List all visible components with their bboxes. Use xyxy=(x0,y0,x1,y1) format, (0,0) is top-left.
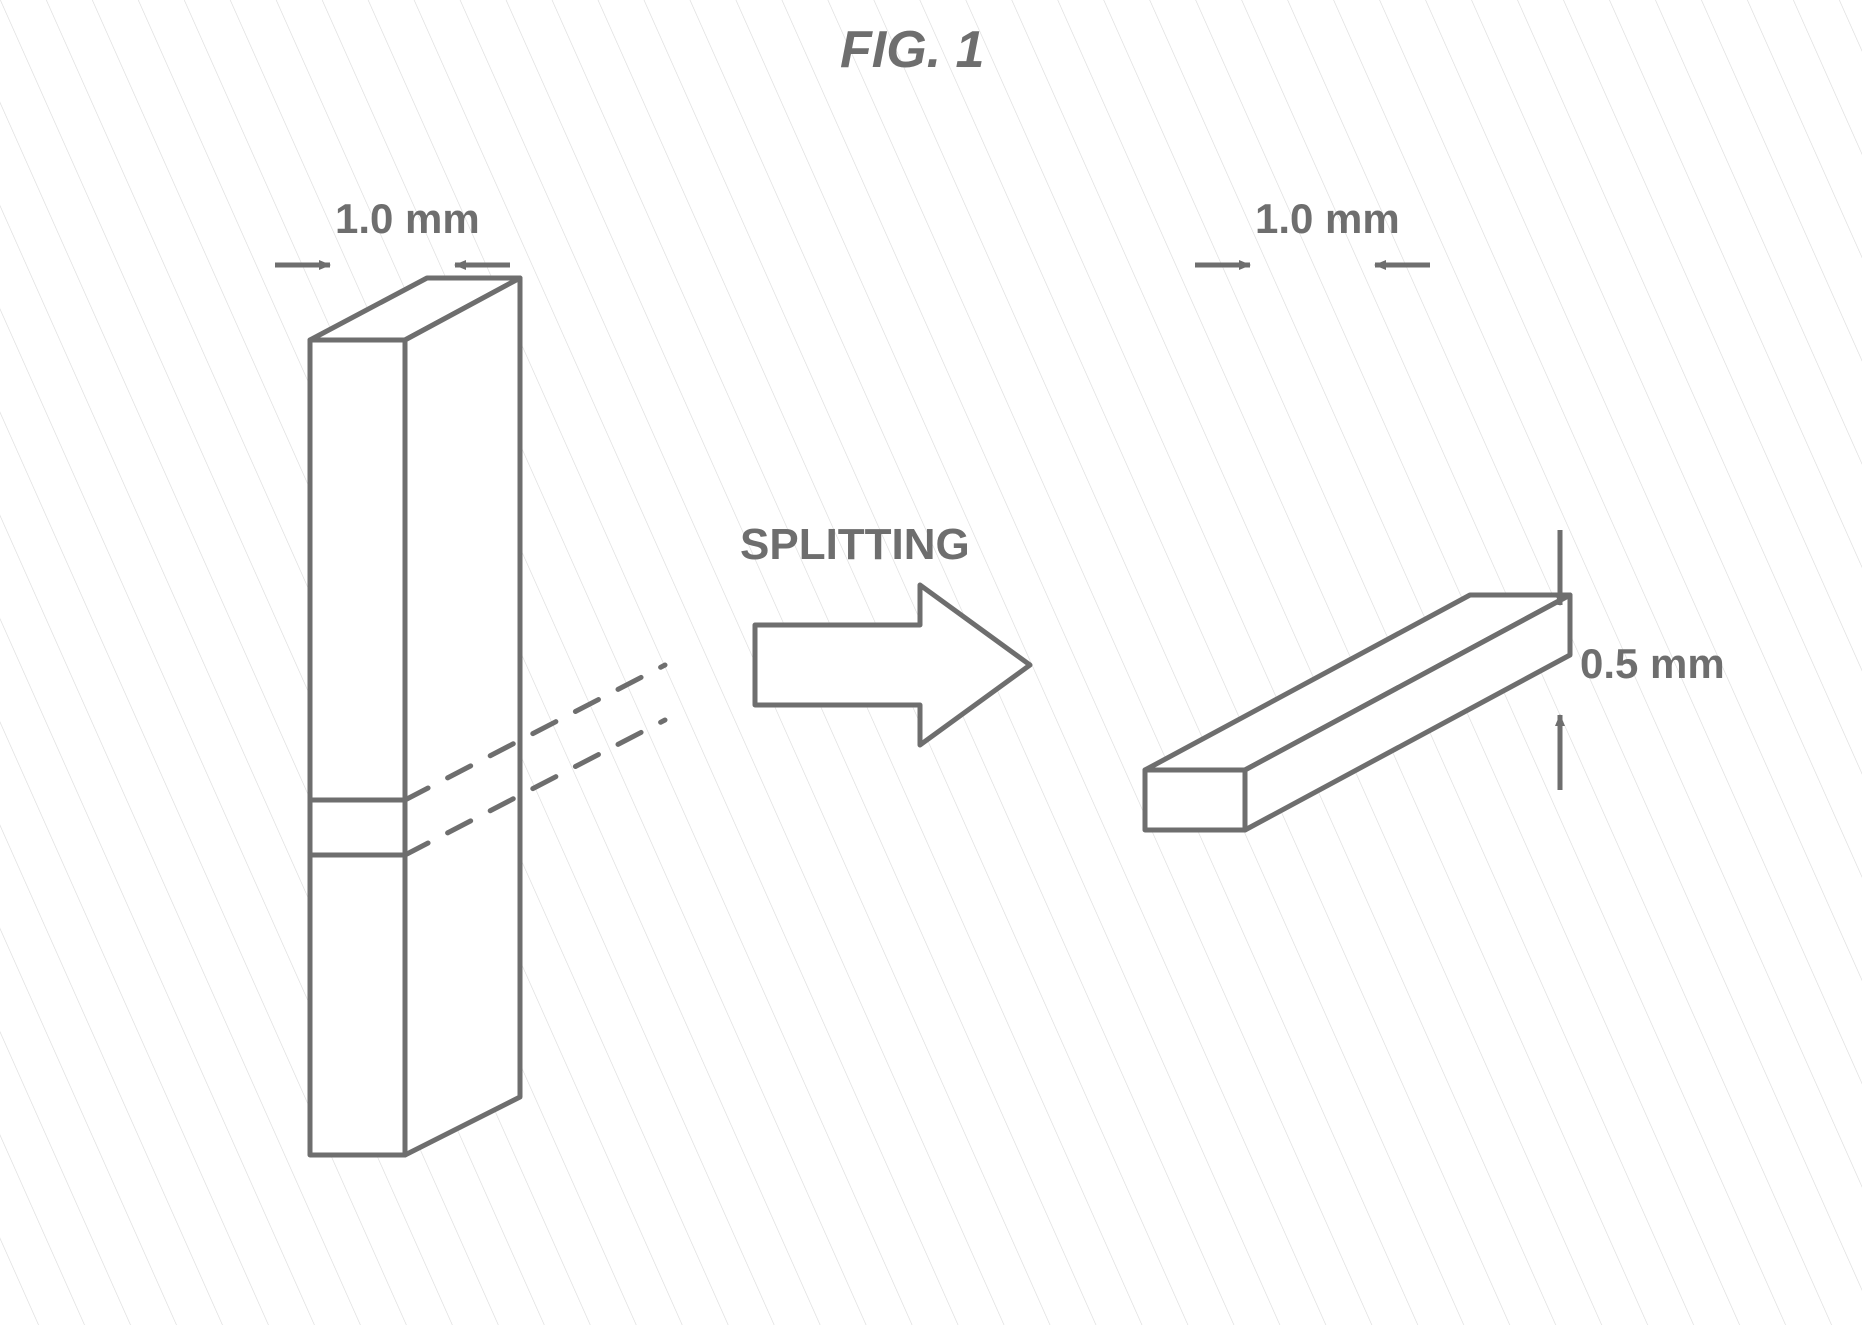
diagram-svg xyxy=(0,0,1862,1325)
slab-shape xyxy=(310,278,520,1155)
process-arrow xyxy=(755,585,1030,745)
bar-shape xyxy=(1145,595,1570,830)
